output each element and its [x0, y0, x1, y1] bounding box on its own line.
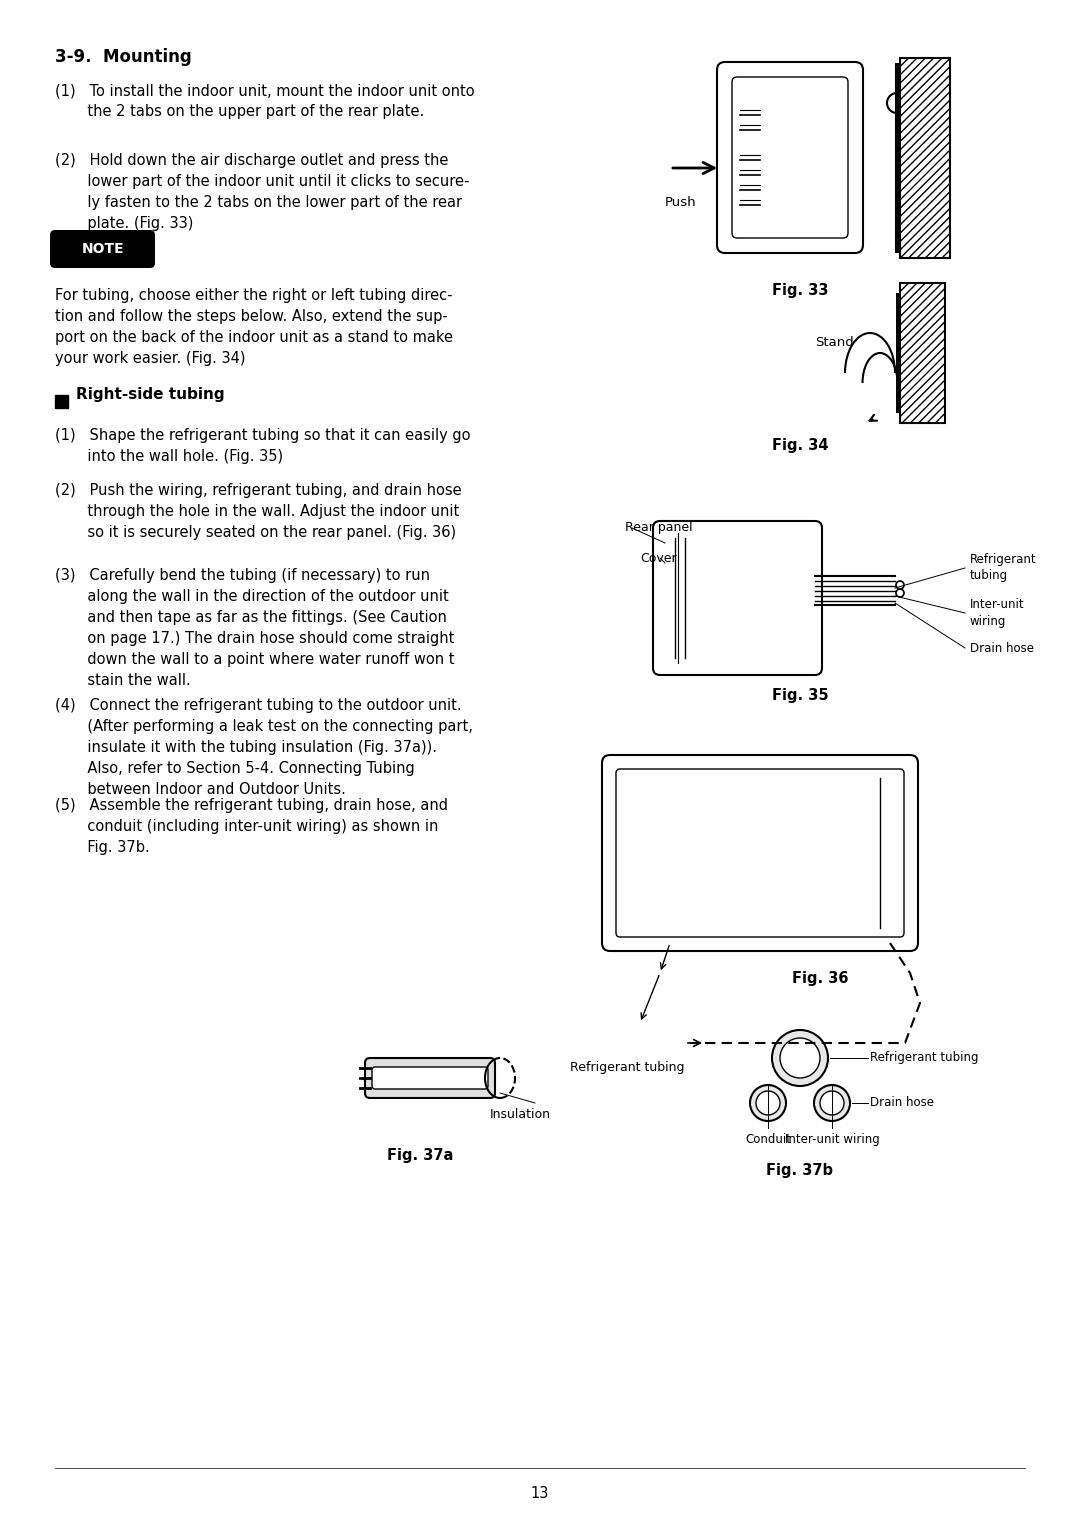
FancyBboxPatch shape: [365, 1057, 495, 1099]
Text: Right-side tubing: Right-side tubing: [76, 388, 225, 402]
Circle shape: [814, 1085, 850, 1122]
Bar: [895, 63, 900, 254]
Text: Inter-unit
wiring: Inter-unit wiring: [970, 599, 1025, 628]
Text: (2)   Hold down the air discharge outlet and press the
       lower part of the : (2) Hold down the air discharge outlet a…: [55, 153, 470, 231]
Circle shape: [820, 1091, 843, 1115]
Circle shape: [780, 1038, 820, 1077]
Bar: [55, 396, 68, 408]
Text: Refrigerant
tubing: Refrigerant tubing: [970, 553, 1037, 582]
Bar: [896, 293, 900, 413]
Text: Fig. 37a: Fig. 37a: [387, 1148, 454, 1163]
Text: Drain hose: Drain hose: [970, 642, 1034, 654]
FancyBboxPatch shape: [616, 769, 904, 937]
FancyBboxPatch shape: [602, 755, 918, 950]
Text: For tubing, choose either the right or left tubing direc-
tion and follow the st: For tubing, choose either the right or l…: [55, 287, 453, 367]
Text: (3)   Carefully bend the tubing (if necessary) to run
       along the wall in t: (3) Carefully bend the tubing (if necess…: [55, 568, 455, 688]
Text: Drain hose: Drain hose: [870, 1097, 934, 1109]
Text: (2)   Push the wiring, refrigerant tubing, and drain hose
       through the hol: (2) Push the wiring, refrigerant tubing,…: [55, 483, 461, 539]
FancyBboxPatch shape: [732, 76, 848, 238]
Text: Conduit: Conduit: [745, 1132, 791, 1146]
Text: Push: Push: [665, 196, 697, 209]
Text: Insulation: Insulation: [489, 1108, 551, 1122]
Circle shape: [896, 588, 904, 597]
Text: Inter-unit wiring: Inter-unit wiring: [785, 1132, 879, 1146]
Text: Fig. 33: Fig. 33: [772, 283, 828, 298]
Text: Fig. 34: Fig. 34: [772, 439, 828, 452]
Text: (5)   Assemble the refrigerant tubing, drain hose, and
       conduit (including: (5) Assemble the refrigerant tubing, dra…: [55, 798, 448, 856]
Text: Fig. 36: Fig. 36: [792, 970, 848, 986]
Text: Stand: Stand: [815, 336, 854, 350]
Circle shape: [750, 1085, 786, 1122]
Text: (1)   To install the indoor unit, mount the indoor unit onto
       the 2 tabs o: (1) To install the indoor unit, mount th…: [55, 83, 474, 119]
Bar: [900, 283, 945, 423]
Text: Rear panel: Rear panel: [625, 521, 692, 535]
FancyBboxPatch shape: [372, 1067, 488, 1089]
Circle shape: [772, 1030, 828, 1086]
FancyBboxPatch shape: [717, 63, 863, 254]
Text: Cover: Cover: [640, 552, 677, 564]
Text: Fig. 35: Fig. 35: [772, 688, 828, 703]
Text: NOTE: NOTE: [82, 241, 124, 257]
Circle shape: [896, 581, 904, 588]
FancyBboxPatch shape: [50, 231, 156, 267]
Text: Refrigerant tubing: Refrigerant tubing: [870, 1051, 978, 1065]
Circle shape: [756, 1091, 780, 1115]
Text: 3-9.  Mounting: 3-9. Mounting: [55, 47, 192, 66]
Text: 13: 13: [530, 1485, 550, 1500]
Text: (4)   Connect the refrigerant tubing to the outdoor unit.
       (After performi: (4) Connect the refrigerant tubing to th…: [55, 698, 473, 798]
Text: Refrigerant tubing: Refrigerant tubing: [570, 1062, 685, 1074]
FancyBboxPatch shape: [653, 521, 822, 675]
Text: (1)   Shape the refrigerant tubing so that it can easily go
       into the wall: (1) Shape the refrigerant tubing so that…: [55, 428, 471, 465]
Text: Fig. 37b: Fig. 37b: [767, 1163, 834, 1178]
Bar: [900, 58, 950, 258]
